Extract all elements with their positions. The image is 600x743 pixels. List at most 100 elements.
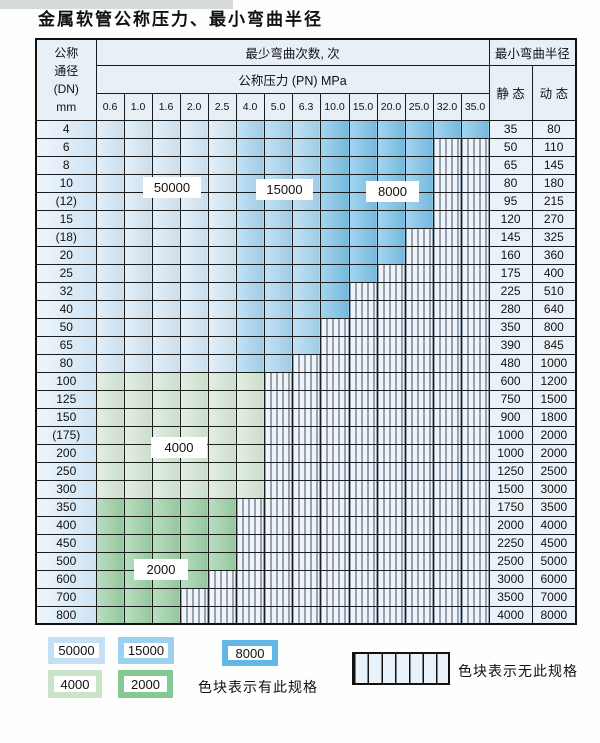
- no-spec-cell: [432, 497, 462, 517]
- no-spec-cell: [348, 551, 378, 571]
- pressure-spec-cell: [207, 533, 237, 553]
- table-row: 450 2250 4500: [35, 533, 577, 553]
- pressure-spec-cell: [179, 515, 209, 535]
- legend-hatch-swatch: [352, 652, 450, 685]
- no-spec-cell: [348, 425, 378, 445]
- no-spec-cell: [319, 497, 350, 517]
- no-spec-cell: [404, 533, 434, 553]
- dynamic-radius-cell: 110: [531, 137, 577, 157]
- table-row: 32 225 510: [35, 281, 577, 301]
- pressure-spec-cell: [235, 479, 265, 499]
- no-spec-cell: [404, 317, 434, 337]
- no-spec-cell: [432, 515, 462, 535]
- pressure-spec-cell: [319, 281, 350, 301]
- dynamic-radius-cell: 1200: [531, 371, 577, 391]
- dynamic-radius-cell: 1800: [531, 407, 577, 427]
- no-spec-cell: [348, 515, 378, 535]
- no-spec-cell: [432, 569, 462, 589]
- no-spec-cell: [376, 317, 406, 337]
- no-spec-cell: [432, 173, 462, 193]
- no-spec-cell: [348, 605, 378, 625]
- pressure-spec-cell: [207, 191, 237, 211]
- table-row: 350 1750 3500: [35, 497, 577, 517]
- table-row: 50 350 800: [35, 317, 577, 337]
- dynamic-radius-cell: 2000: [531, 425, 577, 445]
- no-spec-cell: [348, 479, 378, 499]
- dn-cell: 6: [35, 137, 97, 157]
- dynamic-radius-cell: 845: [531, 335, 577, 355]
- table-body: 4 35 80 6 50 110 8 65 145 10 80 180 (12) 95 215 15 120 27…: [35, 119, 577, 625]
- dynamic-radius-cell: 800: [531, 317, 577, 337]
- pressure-spec-cell: [151, 137, 181, 157]
- pressure-spec-cell: [151, 353, 181, 373]
- no-spec-cell: [404, 479, 434, 499]
- static-radius-cell: 1250: [488, 461, 533, 481]
- no-spec-cell: [404, 227, 434, 247]
- pressure-spec-cell: [319, 191, 350, 211]
- no-spec-cell: [291, 551, 321, 571]
- no-spec-cell: [376, 443, 406, 463]
- no-spec-cell: [263, 605, 293, 625]
- pressure-spec-cell: [95, 587, 125, 607]
- no-spec-cell: [460, 605, 490, 625]
- table-row: 150 900 1800: [35, 407, 577, 427]
- dn-header-line: 通径: [54, 63, 79, 78]
- cycles-region-label-50000: 50000: [143, 177, 201, 198]
- dn-cell: 15: [35, 209, 97, 229]
- pressure-spec-cell: [235, 371, 265, 391]
- no-spec-cell: [460, 533, 490, 553]
- no-spec-cell: [263, 515, 293, 535]
- no-spec-cell: [348, 299, 378, 319]
- dn-header-line: 公称: [54, 45, 79, 60]
- no-spec-cell: [376, 353, 406, 373]
- no-spec-cell: [404, 443, 434, 463]
- pressure-column-header: 4.0: [235, 92, 265, 121]
- pressure-spec-cell: [263, 353, 293, 373]
- pressure-spec-cell: [95, 443, 125, 463]
- dn-cell: 800: [35, 605, 97, 625]
- dn-cell: (175): [35, 425, 97, 445]
- no-spec-cell: [460, 371, 490, 391]
- pressure-spec-cell: [319, 263, 350, 283]
- pressure-spec-cell: [179, 335, 209, 355]
- no-spec-cell: [263, 533, 293, 553]
- pressure-spec-cell: [179, 209, 209, 229]
- pressure-spec-cell: [95, 245, 125, 265]
- no-spec-cell: [348, 389, 378, 409]
- no-spec-cell: [207, 569, 237, 589]
- no-spec-cell: [348, 461, 378, 481]
- static-radius-cell: 350: [488, 317, 533, 337]
- header-row-2: 公称压力 (PN) MPa 静 态 动 态: [36, 64, 577, 121]
- pressure-spec-cell: [151, 533, 181, 553]
- header-row-1: 公称 通径 (DN) mm 最少弯曲次数, 次 最小弯曲半径: [35, 38, 577, 121]
- dn-cell: 350: [35, 497, 97, 517]
- no-spec-cell: [460, 461, 490, 481]
- no-spec-cell: [263, 479, 293, 499]
- pressure-spec-cell: [291, 119, 321, 139]
- static-radius-cell: 480: [488, 353, 533, 373]
- dynamic-radius-cell: 145: [531, 155, 577, 175]
- no-spec-cell: [291, 515, 321, 535]
- pressure-spec-cell: [95, 299, 125, 319]
- no-spec-cell: [460, 191, 490, 211]
- table-row: 80 480 1000: [35, 353, 577, 373]
- no-spec-cell: [460, 263, 490, 283]
- pressure-spec-cell: [123, 335, 153, 355]
- no-spec-cell: [263, 569, 293, 589]
- pressure-spec-cell: [151, 479, 181, 499]
- pressure-spec-cell: [207, 443, 237, 463]
- dn-cell: 700: [35, 587, 97, 607]
- static-radius-cell: 1750: [488, 497, 533, 517]
- pressure-spec-cell: [123, 515, 153, 535]
- no-spec-cell: [291, 353, 321, 373]
- no-spec-cell: [376, 461, 406, 481]
- pressure-spec-cell: [151, 461, 181, 481]
- dn-cell: 125: [35, 389, 97, 409]
- static-radius-cell: 175: [488, 263, 533, 283]
- pressure-spec-cell: [376, 137, 406, 157]
- pressure-spec-cell: [95, 281, 125, 301]
- pressure-spec-cell: [123, 227, 153, 247]
- no-spec-cell: [263, 425, 293, 445]
- no-spec-cell: [319, 443, 350, 463]
- spec-table: 公称 通径 (DN) mm 最少弯曲次数, 次 最小弯曲半径 公称压力 (PN)…: [35, 38, 578, 625]
